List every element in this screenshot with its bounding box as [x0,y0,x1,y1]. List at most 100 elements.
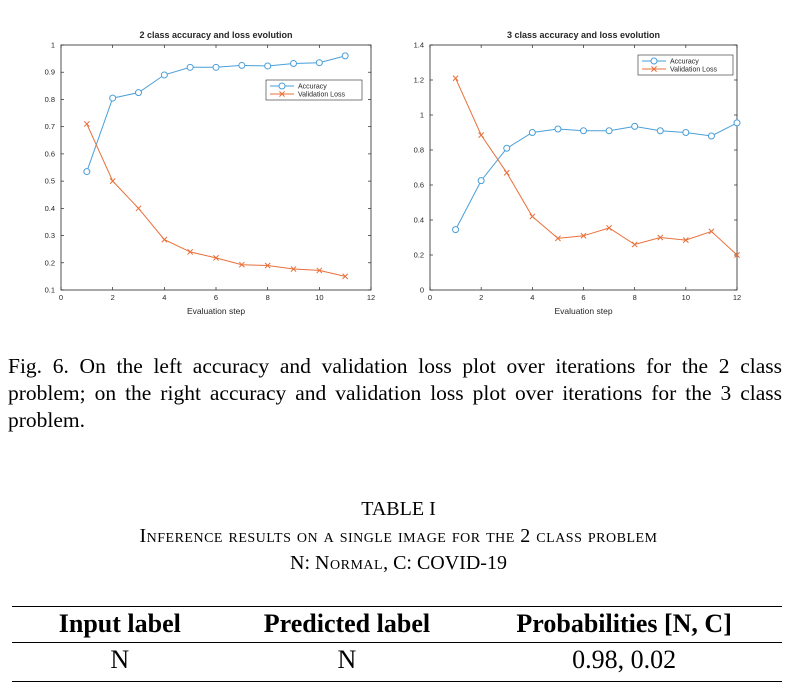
legend-label: Accuracy [670,58,699,65]
data-point [478,132,485,139]
x-tick-label: 8 [266,293,270,302]
x-tick-label: 2 [479,293,483,302]
data-point [554,235,561,242]
y-tick-label: 0.2 [45,258,55,267]
data-point [452,75,459,82]
y-tick-label: 0.4 [414,216,424,225]
data-point [316,267,323,274]
table-header-row: Input label Predicted label Probabilitie… [12,606,782,643]
y-tick-label: 0.6 [45,149,55,158]
y-tick-label: 0.1 [45,286,55,295]
header-probabilities: Probabilities [N, C] [466,606,782,643]
y-tick-label: 0.9 [45,68,55,77]
data-point [503,169,510,176]
x-tick-label: 2 [111,293,115,302]
y-tick-label: 0.8 [414,146,424,155]
y-tick-label: 0.2 [414,251,424,260]
y-tick-label: 0.7 [45,122,55,131]
data-point [682,129,690,136]
data-point [290,60,297,68]
series-line [455,122,738,230]
data-point [580,232,587,239]
y-tick-label: 1 [420,111,424,120]
data-point [83,168,91,176]
legend-box [265,79,363,101]
cell-probabilities: 0.98, 0.02 [466,642,782,682]
data-point [657,234,664,241]
data-point [264,262,271,269]
x-tick-label: 10 [682,293,690,302]
data-point [734,252,740,258]
accuracy-loss-chart-2-class: 2 class accuracy and loss evolution 0 2 4 6 8… [45,30,376,316]
y-tick-label: 1.2 [414,76,424,85]
data-point [580,127,587,135]
plot-area-frame [429,44,738,291]
data-point [264,62,272,70]
data-point [109,94,117,102]
table-row: N N 0.98, 0.02 [12,642,782,682]
data-point [682,237,689,244]
legend-label: Accuracy [298,83,327,90]
x-tick-label: 4 [162,293,166,302]
legend-marker [650,57,658,65]
legend-marker [278,82,286,90]
data-point [452,226,460,234]
data-point [83,120,90,127]
series-accuracy [83,52,349,176]
figure-caption: Fig. 6. On the left accuracy and validat… [8,354,782,432]
y-tick-label: 1 [51,41,55,50]
x-tick-label: 6 [214,293,218,302]
data-point [186,63,194,71]
inference-results-table: Input label Predicted label Probabilitie… [12,606,782,682]
cell-predicted-label: N [227,642,467,682]
data-point [656,127,664,135]
header-predicted-label: Predicted label [227,606,467,643]
series-validation-loss [452,75,740,258]
data-point [554,125,562,133]
legend-label: Validation Loss [298,91,345,98]
data-point [631,122,639,130]
data-point [290,266,297,272]
y-tick-label: 0.5 [45,177,55,186]
data-point [733,119,741,127]
y-tick-label: 0.8 [45,95,55,104]
data-point [708,228,715,235]
x-tick-label: 12 [367,293,375,302]
data-point [631,241,638,248]
data-point [238,261,245,268]
data-point [161,236,168,243]
x-tick-label: 0 [59,293,63,302]
data-point [477,177,485,185]
series-validation-loss [83,120,349,280]
data-point [238,61,246,69]
legend-marker [279,91,285,97]
data-point [212,63,220,71]
data-point [528,129,536,136]
legend-marker [651,66,657,72]
x-tick-label: 0 [428,293,432,302]
data-point [315,59,323,67]
y-tick-label: 0 [420,286,424,295]
legend-label: Validation Loss [670,66,717,73]
x-tick-label: 10 [315,293,323,302]
x-tick-label: 8 [633,293,637,302]
series-line [455,78,738,256]
data-point [135,89,142,97]
x-tick-label: 12 [733,293,741,302]
x-axis-label: Evaluation step [554,306,612,316]
data-point [606,224,613,231]
y-tick-label: 0.3 [45,231,55,240]
data-point [213,254,219,261]
table-title-line-1: Inference results on a single image for … [139,525,658,547]
y-tick-label: 0.4 [45,204,55,213]
y-tick-label: 0.6 [414,181,424,190]
table-number: TABLE I [361,498,436,520]
accuracy-loss-chart-3-class: 3 class accuracy and loss evolution 0 2 4 6 8… [414,30,742,316]
chart-title: 3 class accuracy and loss evolution [507,30,660,40]
data-point [529,213,536,220]
legend-box [637,54,734,76]
data-point [605,127,613,135]
series-accuracy [452,119,741,234]
